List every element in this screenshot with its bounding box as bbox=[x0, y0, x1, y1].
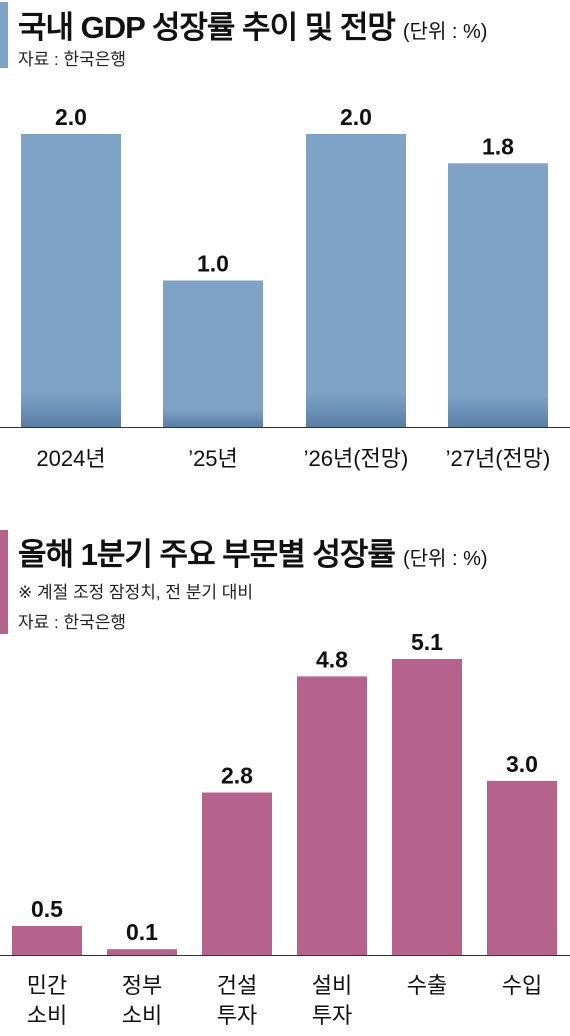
chart1-bar bbox=[448, 163, 548, 428]
chart2-value-label: 0.5 bbox=[31, 896, 63, 922]
chart1-unit: (단위 : %) bbox=[402, 21, 488, 43]
chart2-category-label: 투자 bbox=[312, 1003, 352, 1028]
chart1-value-label: 1.8 bbox=[482, 133, 514, 159]
chart1-plot: 2.0 2024년 1.0 ’25년 2.0 ’26년(전망) 1.8 ’27년(전망) bbox=[0, 104, 570, 471]
chart2-unit: (단위 : %) bbox=[402, 548, 488, 570]
chart2-category-label: 건설 bbox=[217, 973, 257, 998]
chart2-value-label: 3.0 bbox=[506, 751, 538, 777]
chart1-title: 국내 GDP 성장률 추이 및 전망 bbox=[18, 10, 396, 45]
chart1-category-label: ’26년(전망) bbox=[304, 446, 409, 471]
chart1-bar bbox=[163, 280, 263, 427]
chart2-category-label: 설비 bbox=[312, 973, 352, 998]
chart2-bar bbox=[12, 925, 82, 955]
chart2-category-label: 정부 bbox=[122, 973, 162, 998]
chart1-category-label: 2024년 bbox=[36, 446, 105, 471]
chart1-source: 자료 : 한국은행 bbox=[18, 50, 127, 69]
chart1-value-label: 2.0 bbox=[55, 104, 87, 130]
chart2-bar bbox=[392, 659, 462, 955]
chart2-category-label: 수입 bbox=[502, 973, 542, 998]
chart2-category-label: 수출 bbox=[407, 973, 447, 998]
chart2-category-label: 투자 bbox=[217, 1003, 257, 1028]
chart1-value-label: 1.0 bbox=[197, 251, 229, 277]
chart2-title: 올해 1분기 주요 부문별 성장률 bbox=[18, 537, 396, 572]
chart1-title-line: 국내 GDP 성장률 추이 및 전망 (단위 : %) bbox=[18, 2, 487, 47]
chart2-value-label: 0.1 bbox=[126, 919, 158, 945]
chart2-value-label: 2.8 bbox=[221, 762, 253, 788]
chart2-category-label: 민간 bbox=[27, 973, 67, 998]
chart2-bar bbox=[202, 792, 272, 955]
chart2-bar bbox=[297, 676, 367, 955]
chart2-bar bbox=[487, 780, 557, 955]
chart1-accent-bar bbox=[0, 2, 8, 68]
chart1-category-label: ’27년(전망) bbox=[446, 446, 551, 471]
chart1-bar bbox=[306, 134, 406, 427]
chart2-value-label: 5.1 bbox=[411, 629, 443, 655]
chart1-bar bbox=[21, 134, 121, 427]
chart2-category-label: 소비 bbox=[27, 1003, 67, 1028]
chart2-value-label: 4.8 bbox=[316, 646, 348, 672]
chart1-value-label: 2.0 bbox=[340, 104, 372, 130]
chart1-category-label: ’25년 bbox=[188, 446, 238, 471]
chart2-category-label: 소비 bbox=[122, 1003, 162, 1028]
chart2-source: 자료 : 한국은행 bbox=[18, 613, 127, 632]
chart2-accent-bar bbox=[0, 530, 8, 634]
chart2-title-line: 올해 1분기 주요 부문별 성장률 (단위 : %) bbox=[18, 529, 488, 574]
chart2-note: ※ 계절 조정 잠정치, 전 분기 대비 bbox=[18, 583, 253, 602]
chart2-bar bbox=[107, 949, 177, 955]
